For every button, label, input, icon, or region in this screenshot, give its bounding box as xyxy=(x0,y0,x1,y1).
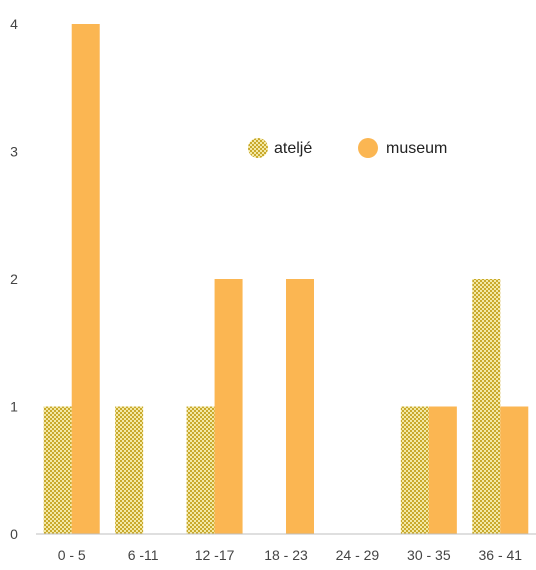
y-tick-label: 3 xyxy=(10,144,18,160)
x-axis-ticks: 0 - 5 6 -11 12 -17 18 - 23 24 - 29 30 - 35 36 … xyxy=(58,547,523,563)
bar-atelje xyxy=(186,406,215,534)
y-tick-label: 2 xyxy=(10,271,18,287)
x-tick-label: 6 -11 xyxy=(128,547,159,563)
legend: ateljé museum xyxy=(248,138,447,158)
x-tick-label: 18 - 23 xyxy=(264,547,308,563)
x-tick-label: 0 - 5 xyxy=(58,547,86,563)
bar-atelje xyxy=(472,279,501,534)
bar-atelje xyxy=(43,406,72,534)
x-tick-label: 30 - 35 xyxy=(407,547,451,563)
x-tick-label: 24 - 29 xyxy=(336,547,380,563)
bar-museum xyxy=(286,279,314,534)
bar-museum xyxy=(214,279,243,534)
y-tick-label: 4 xyxy=(10,16,18,32)
y-axis-ticks: 0 1 2 3 4 xyxy=(10,16,18,542)
bar-atelje xyxy=(115,406,144,534)
legend-label-museum: museum xyxy=(386,140,447,157)
legend-label-atelje: ateljé xyxy=(274,140,312,157)
bar-atelje xyxy=(400,406,429,534)
y-tick-label: 0 xyxy=(10,526,18,542)
bar-museum xyxy=(428,406,457,534)
bars xyxy=(43,24,529,534)
bar-museum xyxy=(500,406,529,534)
legend-marker-atelje xyxy=(248,138,268,158)
x-tick-label: 12 -17 xyxy=(195,547,235,563)
legend-marker-museum xyxy=(358,138,378,158)
y-tick-label: 1 xyxy=(10,399,18,415)
x-tick-label: 36 - 41 xyxy=(478,547,522,563)
bar-museum xyxy=(71,24,100,534)
